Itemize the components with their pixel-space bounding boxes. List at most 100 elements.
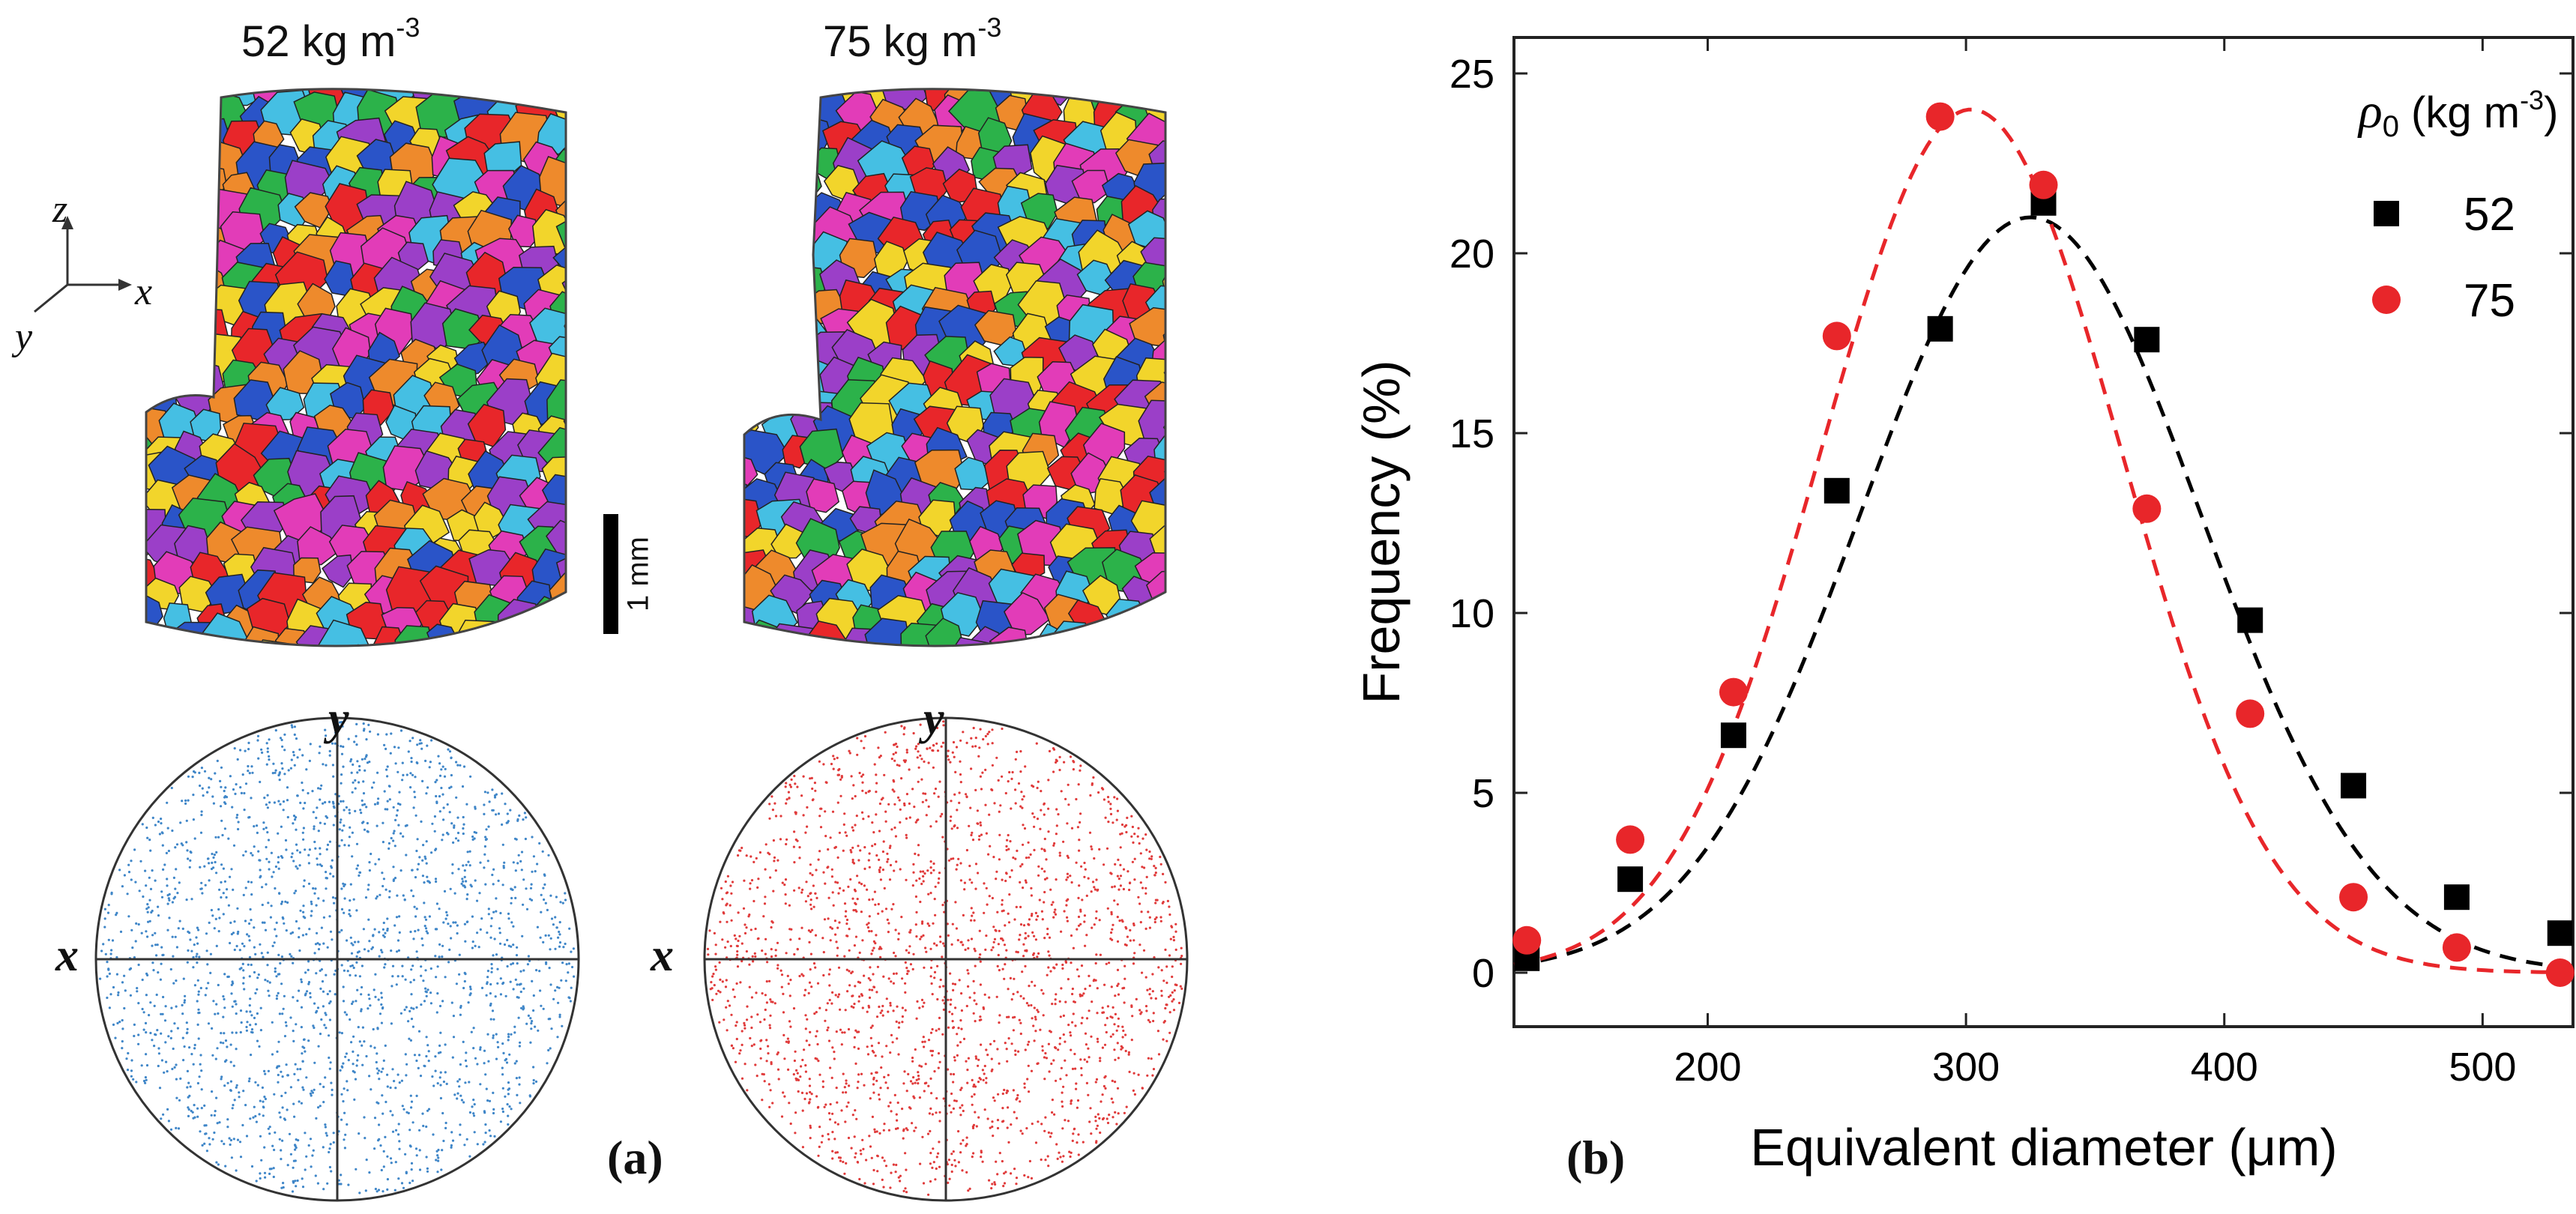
pole-dot xyxy=(479,1083,482,1086)
pole-dot xyxy=(938,1165,941,1168)
pole-dot xyxy=(102,943,105,946)
pole-dot xyxy=(1023,1174,1026,1177)
pole-dot xyxy=(189,938,192,941)
pole-dot xyxy=(929,1107,932,1110)
pole-dot xyxy=(340,782,343,785)
pole-dot xyxy=(979,775,982,778)
pole-dot xyxy=(199,986,202,990)
pole-dot xyxy=(1110,1097,1113,1100)
pole-dot xyxy=(410,1006,413,1009)
pole-dot xyxy=(161,844,164,847)
pole-dot xyxy=(223,827,226,830)
grain-cell xyxy=(1162,637,1165,646)
pole-dot xyxy=(845,1082,848,1085)
pole-dot xyxy=(501,843,504,846)
pole-dot xyxy=(978,746,981,749)
pole-dot xyxy=(438,795,441,798)
pole-dot xyxy=(1051,1111,1054,1114)
pole-dot xyxy=(876,1155,879,1158)
pole-dot xyxy=(236,758,239,761)
pole-dot xyxy=(224,786,227,789)
pole-dot xyxy=(965,1060,968,1063)
pole-dot xyxy=(254,1081,257,1084)
pole-dot xyxy=(1058,1036,1062,1039)
pole-dot xyxy=(325,887,328,890)
pole-dot xyxy=(438,774,442,777)
pole-dot xyxy=(853,1036,856,1039)
axis-y-label: y xyxy=(15,315,33,358)
pole-dot xyxy=(878,858,881,861)
pole-dot xyxy=(554,947,557,950)
pole-dot xyxy=(518,1076,521,1079)
pole-dot xyxy=(1058,854,1061,857)
pole-dot xyxy=(862,818,865,821)
pole-dot xyxy=(236,813,239,817)
pole-dot xyxy=(950,827,953,830)
pole-dot xyxy=(242,1090,245,1093)
pole-dot xyxy=(340,908,344,910)
pole-dot xyxy=(275,921,278,924)
pole-dot xyxy=(824,1019,827,1022)
pole-dot xyxy=(936,997,939,1001)
pole-dot xyxy=(474,879,477,882)
pole-dot xyxy=(495,910,498,913)
pole-dot xyxy=(160,1117,163,1120)
pole-dot xyxy=(395,983,398,986)
pole-dot xyxy=(917,1075,920,1078)
pole-dot xyxy=(765,980,768,983)
pole-dot xyxy=(513,1025,516,1028)
pole-dot xyxy=(1083,914,1086,917)
pole-dot xyxy=(426,931,429,934)
pole-dot xyxy=(1124,1049,1127,1053)
pole-dot xyxy=(752,860,755,863)
pole-dot xyxy=(901,977,904,980)
pole-dot xyxy=(900,725,903,728)
pole-dot xyxy=(530,1027,533,1030)
pole-dot xyxy=(828,968,831,971)
pole-dot xyxy=(967,972,970,975)
pole-dot xyxy=(1111,928,1114,931)
pole-dot xyxy=(381,951,384,954)
pole-dot xyxy=(376,771,379,774)
pole-dot xyxy=(892,1163,895,1166)
pole-dot xyxy=(342,1100,345,1103)
pole-dot xyxy=(956,863,959,866)
pole-dot xyxy=(769,998,772,1001)
pole-dot xyxy=(1109,812,1113,815)
pole-dot xyxy=(909,1080,913,1083)
pole-dot xyxy=(1154,866,1157,869)
pole-dot xyxy=(826,1029,829,1032)
pole-dot xyxy=(984,734,987,737)
pole-dot xyxy=(1025,881,1028,884)
grain-cell xyxy=(572,603,597,637)
pole-dot xyxy=(340,752,344,755)
pole-dot xyxy=(847,885,850,888)
pole-dot xyxy=(164,1041,167,1044)
pole-dot xyxy=(785,842,788,846)
pole-dot xyxy=(454,921,457,924)
pole-dot xyxy=(1085,1081,1088,1084)
pole-dot xyxy=(891,788,894,791)
pole-dot xyxy=(266,747,269,750)
pole-dot xyxy=(423,855,426,858)
pole-dot xyxy=(836,881,839,884)
pole-dot xyxy=(491,873,494,877)
pole-dot xyxy=(519,1102,522,1105)
pole-dot xyxy=(346,970,349,973)
pole-dot xyxy=(278,1111,281,1114)
pole-dot xyxy=(322,1101,325,1104)
pole-dot xyxy=(1004,879,1007,883)
pole-dot xyxy=(217,836,220,839)
pole-dot xyxy=(1103,1084,1105,1088)
pole-dot xyxy=(396,950,399,953)
pole-dot xyxy=(977,872,980,875)
pole-dot xyxy=(507,1087,511,1090)
pole-dot xyxy=(786,1037,789,1040)
pole-dot xyxy=(1037,780,1040,783)
pole-dot xyxy=(960,992,963,995)
pole-dot xyxy=(1077,896,1080,899)
pole-dot xyxy=(1066,872,1069,875)
pole-dot xyxy=(362,928,365,931)
pole-dot xyxy=(854,1109,857,1112)
pole-dot xyxy=(714,943,717,946)
